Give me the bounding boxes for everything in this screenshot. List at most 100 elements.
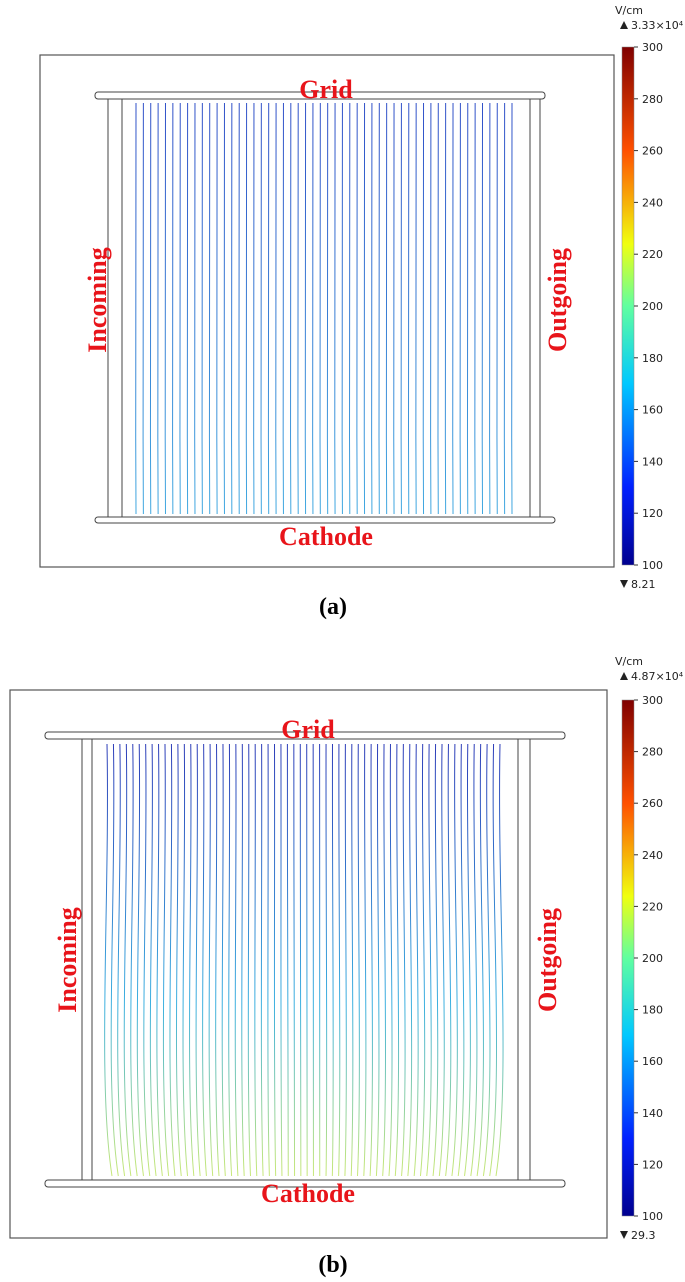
field-line bbox=[319, 743, 321, 1177]
field-line bbox=[267, 743, 270, 1177]
field-line bbox=[234, 743, 239, 1177]
field-line bbox=[407, 102, 410, 515]
field-line bbox=[481, 102, 484, 515]
field-line bbox=[503, 102, 506, 515]
field-line bbox=[432, 743, 439, 1177]
field-line bbox=[426, 743, 432, 1177]
field-line bbox=[482, 743, 491, 1177]
panel-b: Grid Cathode Incoming Outgoing (b) V/cm 4… bbox=[9, 655, 684, 1278]
colorbar-tick-label: 260 bbox=[642, 145, 663, 158]
field-line bbox=[489, 743, 498, 1177]
field-line bbox=[378, 102, 381, 515]
field-line bbox=[476, 743, 484, 1177]
field-line bbox=[422, 102, 425, 515]
colorbar-tick-label: 180 bbox=[642, 352, 663, 365]
domain-frame bbox=[39, 54, 615, 568]
field-line bbox=[312, 743, 315, 1177]
field-line bbox=[267, 102, 270, 515]
field-line bbox=[143, 743, 151, 1177]
outgoing-label: Outgoing bbox=[533, 908, 562, 1012]
field-line bbox=[241, 743, 245, 1177]
field-line bbox=[363, 102, 366, 515]
field-line bbox=[130, 743, 138, 1177]
right-wall bbox=[517, 737, 531, 1183]
field-line bbox=[208, 743, 214, 1177]
field-line bbox=[325, 743, 328, 1177]
field-line bbox=[253, 102, 255, 515]
field-line bbox=[221, 743, 226, 1177]
max-marker bbox=[620, 672, 628, 680]
field-line bbox=[179, 102, 182, 515]
field-line bbox=[149, 743, 157, 1177]
field-line bbox=[394, 743, 400, 1177]
colorbar-max: 4.87×10⁴ bbox=[631, 670, 684, 683]
field-line bbox=[401, 743, 406, 1177]
field-line bbox=[385, 102, 388, 515]
field-line bbox=[201, 102, 204, 515]
colorbar-tick-label: 240 bbox=[642, 849, 663, 862]
field-line bbox=[415, 102, 417, 515]
field-line bbox=[489, 102, 491, 515]
field-line bbox=[326, 102, 329, 515]
field-line bbox=[341, 102, 344, 515]
caption: (b) bbox=[318, 1252, 347, 1278]
field-line bbox=[312, 102, 314, 515]
cathode-plate bbox=[94, 516, 556, 524]
colorbar-tick-label: 200 bbox=[642, 300, 663, 313]
field-line bbox=[331, 743, 334, 1177]
field-line bbox=[438, 743, 445, 1177]
field-line bbox=[202, 743, 207, 1177]
field-line bbox=[344, 743, 347, 1177]
field-line bbox=[275, 102, 277, 515]
grid-plate bbox=[94, 91, 546, 100]
field-line bbox=[319, 102, 322, 515]
colorbar-max: 3.33×10⁴ bbox=[631, 19, 684, 32]
field-line bbox=[445, 743, 452, 1177]
colorbar-tick-label: 160 bbox=[642, 1055, 663, 1068]
field-line bbox=[413, 743, 419, 1177]
outgoing-label: Outgoing bbox=[543, 248, 572, 352]
field-line bbox=[245, 102, 248, 515]
field-line bbox=[371, 102, 373, 515]
field-line bbox=[293, 743, 296, 1177]
field-line bbox=[280, 743, 283, 1177]
colorbar-tick-label: 300 bbox=[642, 694, 663, 707]
colorbar-tick-label: 180 bbox=[642, 1004, 663, 1017]
field-line bbox=[182, 743, 189, 1177]
colorbar-tick-label: 200 bbox=[642, 952, 663, 965]
field-line bbox=[247, 743, 251, 1177]
field-line bbox=[194, 102, 196, 515]
colorbar-tick-label: 140 bbox=[642, 455, 663, 468]
field-line bbox=[162, 743, 170, 1177]
grid-label: Grid bbox=[281, 715, 335, 744]
field-line bbox=[169, 743, 176, 1177]
field-line bbox=[273, 743, 277, 1177]
colorbar-tick-label: 260 bbox=[642, 797, 663, 810]
field-line bbox=[110, 743, 119, 1177]
field-line bbox=[149, 102, 152, 515]
field-line bbox=[470, 743, 478, 1177]
colorbar-tick-label: 240 bbox=[642, 196, 663, 209]
field-line bbox=[356, 102, 358, 515]
min-marker bbox=[620, 580, 628, 588]
field-line bbox=[189, 743, 195, 1177]
field-line bbox=[142, 102, 145, 515]
grid-plate bbox=[44, 731, 566, 740]
colorbar-tick-label: 100 bbox=[642, 1210, 663, 1223]
field-line bbox=[400, 102, 403, 515]
field-line bbox=[334, 102, 336, 515]
field-line bbox=[338, 743, 341, 1177]
colorbar-min: 8.21 bbox=[631, 578, 656, 591]
left-wall bbox=[81, 737, 93, 1183]
field-line bbox=[451, 743, 458, 1177]
field-line bbox=[208, 102, 211, 515]
field-line bbox=[175, 743, 182, 1177]
field-lines bbox=[135, 102, 513, 515]
field-line bbox=[228, 743, 233, 1177]
field-line bbox=[172, 102, 174, 515]
field-line bbox=[282, 102, 285, 515]
field-line bbox=[474, 102, 476, 515]
field-line bbox=[495, 743, 504, 1177]
max-marker bbox=[620, 21, 628, 29]
